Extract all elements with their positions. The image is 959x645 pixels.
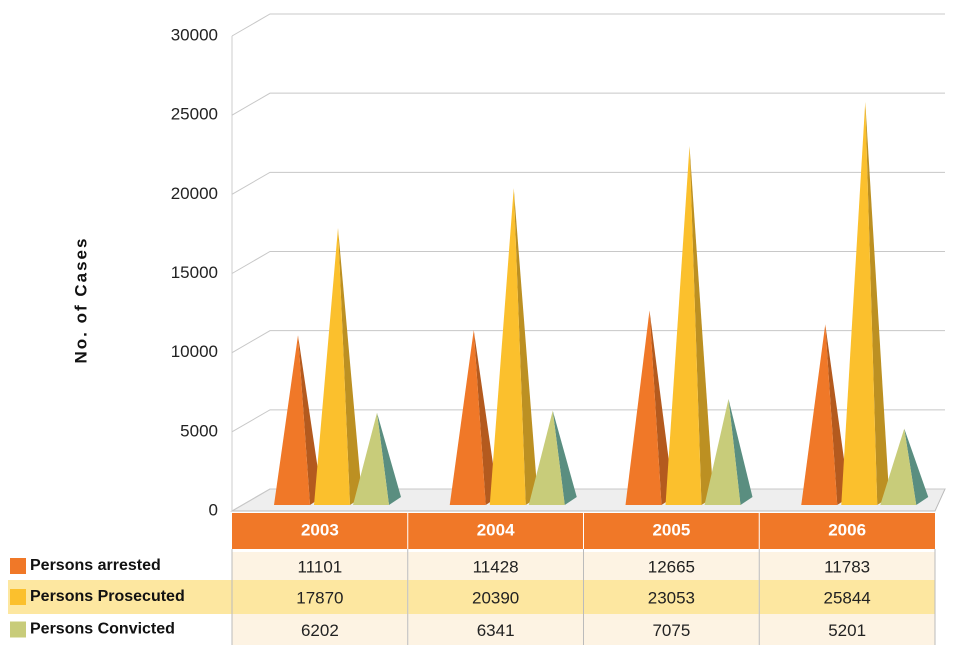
pyramid-front xyxy=(274,335,310,505)
pyramid-side xyxy=(728,398,753,505)
table-cell: 11783 xyxy=(824,557,870,576)
legend-swatch xyxy=(10,589,26,605)
table-cell: 20390 xyxy=(472,588,519,607)
grid-line xyxy=(231,13,945,37)
grid-line xyxy=(231,251,945,274)
grid-line xyxy=(231,171,945,195)
pyramid xyxy=(880,428,929,505)
grid-line xyxy=(231,409,945,433)
pyramid xyxy=(274,335,322,505)
legend-label: Persons Prosecuted xyxy=(30,588,185,605)
y-tick-label: 5000 xyxy=(180,421,218,440)
legend-label: Persons Convicted xyxy=(30,621,175,638)
category-label: 2003 xyxy=(301,520,339,539)
legend-swatch xyxy=(10,621,26,638)
pyramid-front xyxy=(314,228,350,505)
pyramid-side xyxy=(473,330,498,505)
pyramid-front xyxy=(880,428,917,505)
pyramid-front xyxy=(841,101,878,505)
pyramid-side xyxy=(298,335,322,505)
y-tick-label: 15000 xyxy=(171,263,218,282)
table-cell: 6341 xyxy=(477,621,515,640)
pyramid-side xyxy=(649,310,674,505)
table-cell: 5201 xyxy=(828,621,866,640)
pyramid-front xyxy=(449,330,486,505)
pyramid-side xyxy=(904,428,929,505)
pyramid-side xyxy=(513,188,538,506)
legend-swatch xyxy=(10,558,26,574)
pyramid-front xyxy=(489,188,526,506)
pyramid xyxy=(314,228,362,505)
table-cell: 25844 xyxy=(823,588,870,607)
pyramid xyxy=(528,410,577,505)
category-label: 2004 xyxy=(477,520,515,539)
pyramid-side xyxy=(338,228,362,505)
pyramid-side xyxy=(689,145,714,505)
pyramid-front xyxy=(625,310,662,505)
table-cell: 17870 xyxy=(296,588,343,607)
pyramid xyxy=(841,101,890,505)
pyramid xyxy=(801,324,850,505)
y-tick-label: 20000 xyxy=(171,184,218,203)
y-tick-label: 30000 xyxy=(171,25,218,44)
table-row xyxy=(8,580,935,614)
pyramid xyxy=(353,412,401,505)
y-tick-label: 10000 xyxy=(171,342,218,361)
grid-line xyxy=(231,330,945,354)
pyramid-side xyxy=(377,412,401,505)
pyramid-front xyxy=(704,398,741,505)
table-cell: 11428 xyxy=(473,557,519,576)
table-cell: 12665 xyxy=(648,557,695,576)
category-label: 2006 xyxy=(828,520,866,539)
category-label: 2005 xyxy=(652,520,690,539)
y-tick-label: 0 xyxy=(209,500,218,519)
legend-label: Persons arrested xyxy=(30,557,161,574)
pyramid-front xyxy=(528,410,565,505)
pyramid-side xyxy=(552,410,577,505)
pyramid-side xyxy=(865,101,890,505)
table-cell: 6202 xyxy=(301,621,339,640)
pyramid-front xyxy=(801,324,838,505)
pyramid xyxy=(489,188,538,506)
y-tick-label: 25000 xyxy=(171,105,218,124)
pyramid xyxy=(625,310,674,505)
table-cell: 11101 xyxy=(298,557,343,576)
pyramid xyxy=(449,330,498,505)
pyramid-side xyxy=(825,324,850,505)
pyramid-front xyxy=(353,412,389,505)
pyramid-front xyxy=(665,145,702,505)
table-cell: 23053 xyxy=(648,588,695,607)
table-cell: 7075 xyxy=(652,621,690,640)
pyramid xyxy=(665,145,714,505)
grid-line xyxy=(231,92,945,116)
y-axis-label: No. of Cases xyxy=(71,237,90,364)
pyramid xyxy=(704,398,753,505)
